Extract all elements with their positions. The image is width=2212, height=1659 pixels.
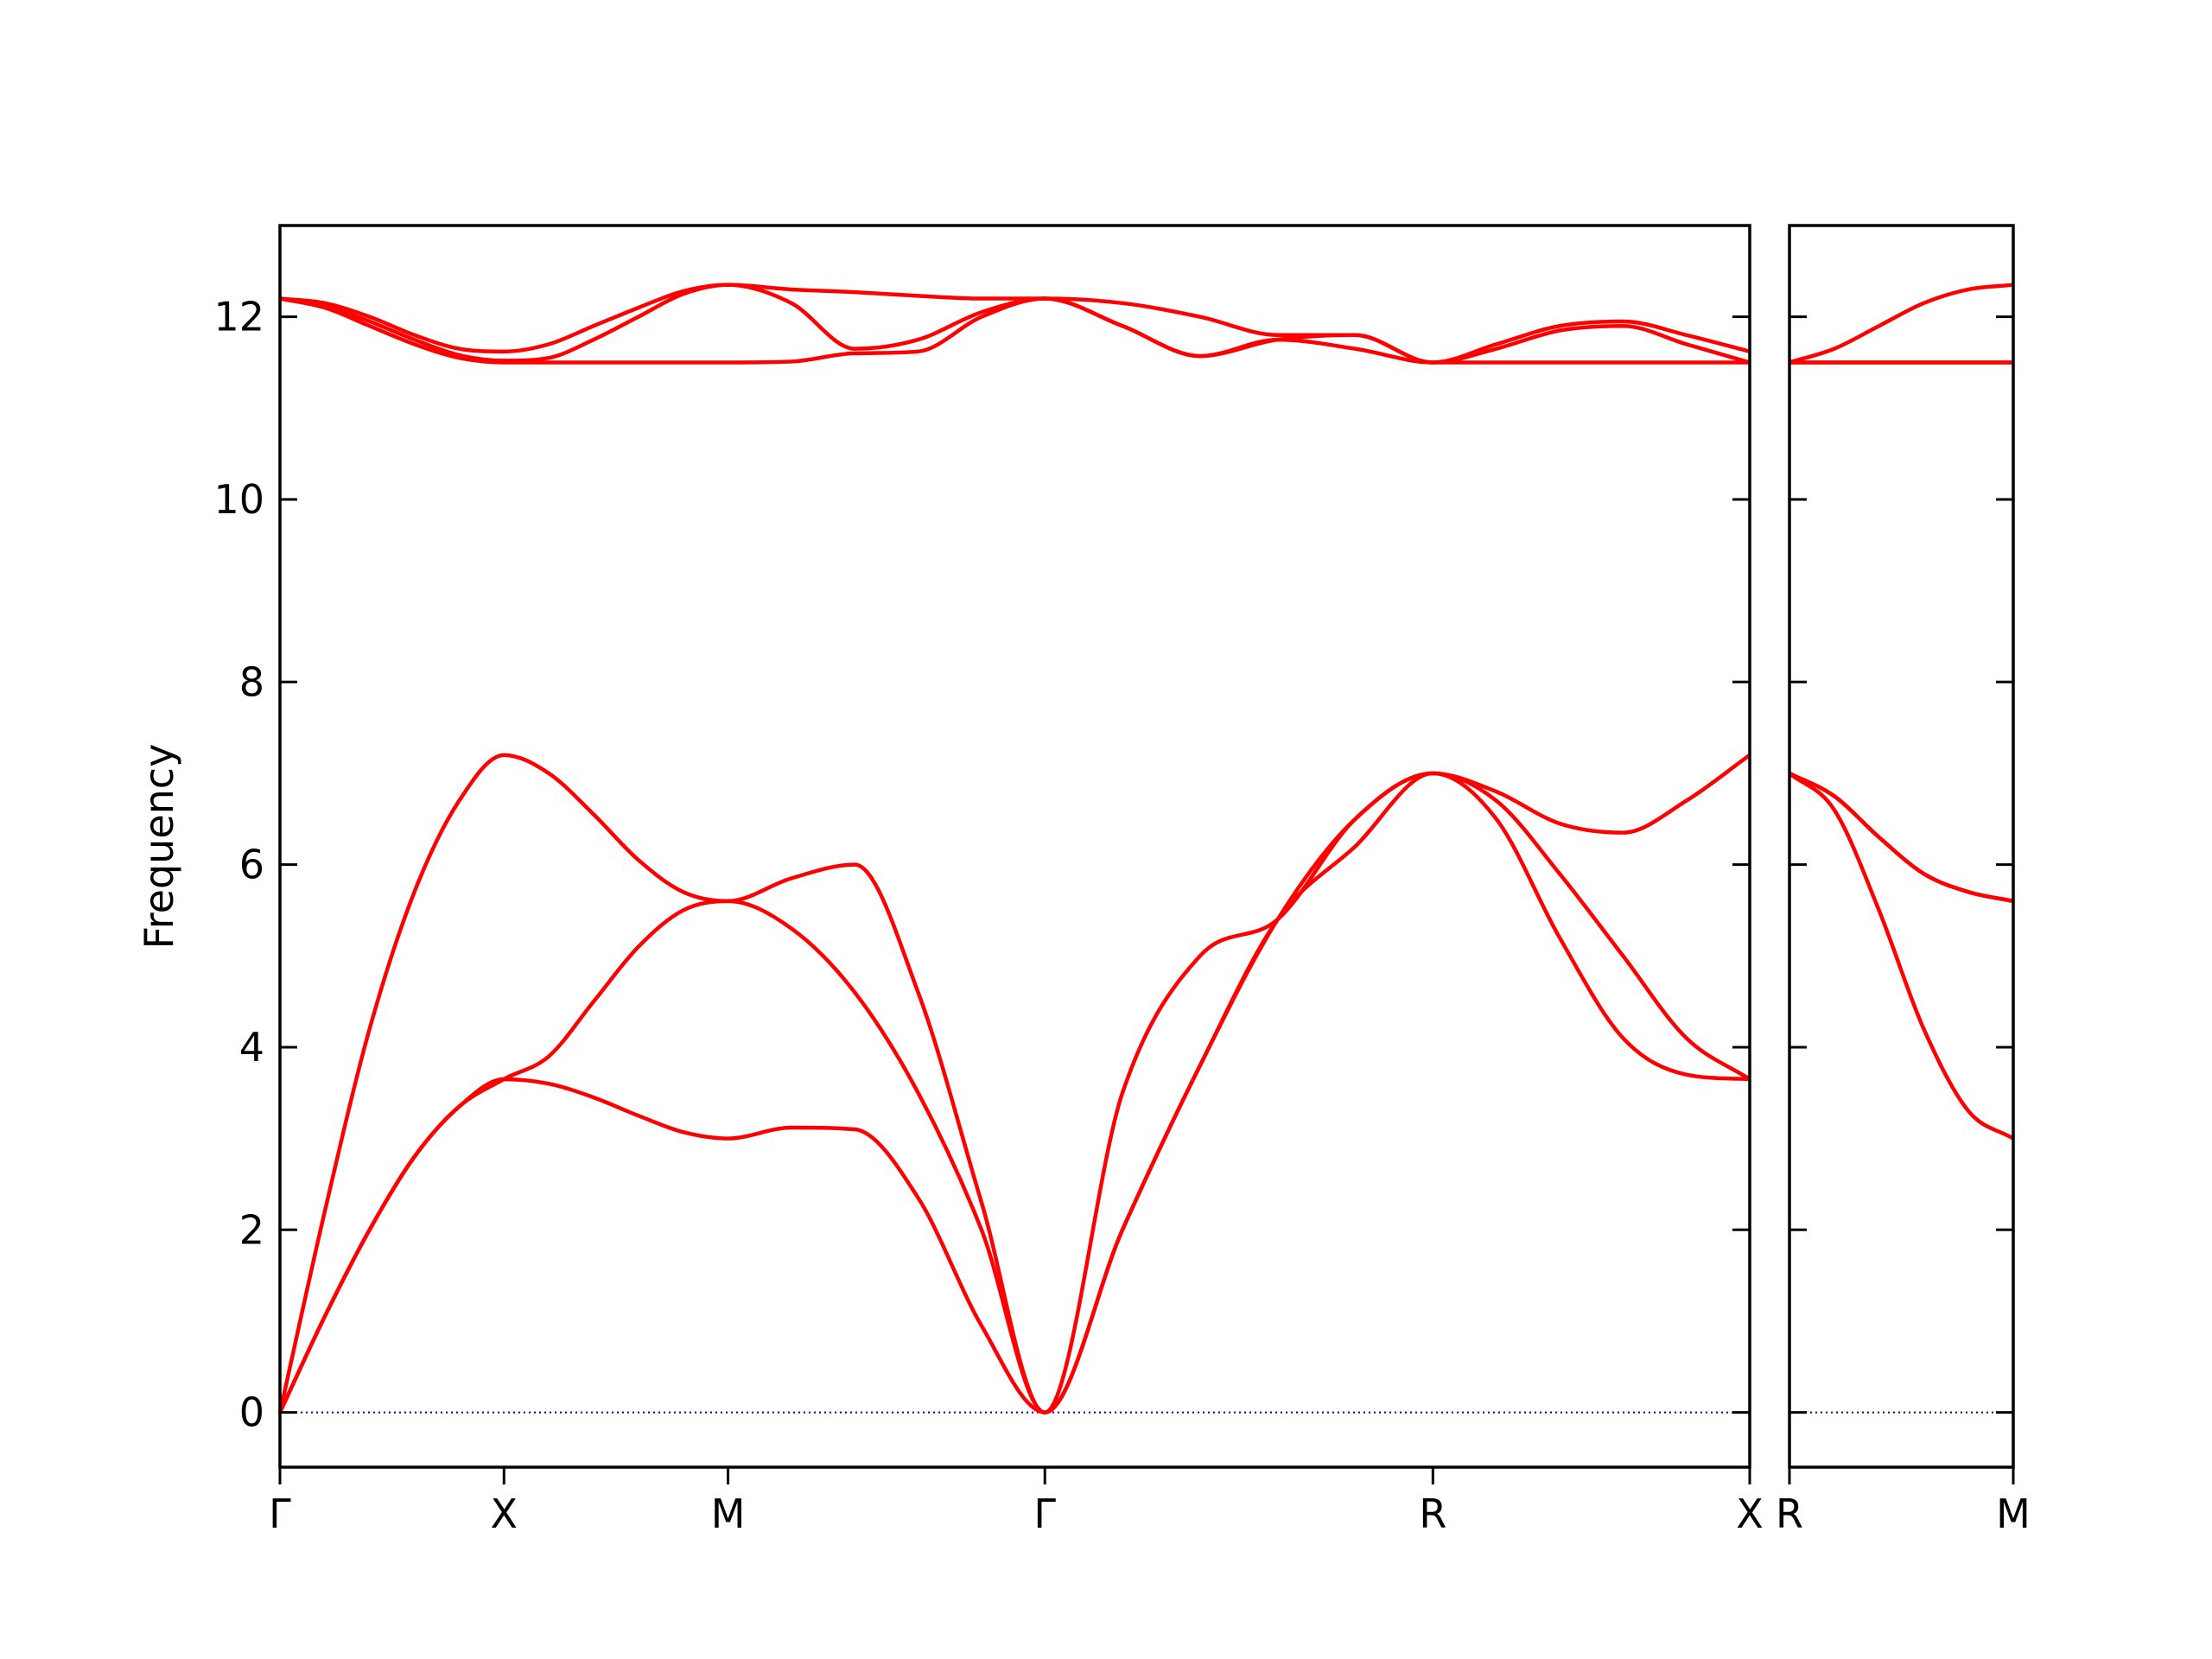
x-tick-label: Γ: [1033, 1491, 1056, 1537]
y-axis-label: Frequency: [136, 744, 182, 950]
band-line: [1788, 771, 2014, 904]
band-line: [1789, 283, 2014, 365]
band-line: [279, 283, 1751, 365]
x-tick-label: Γ: [269, 1491, 291, 1537]
y-tick-label: 12: [213, 294, 264, 340]
y-tick-label: 4: [239, 1024, 264, 1071]
plot-frame: [278, 224, 1751, 1469]
band-line: [279, 296, 1750, 365]
x-tick-label: M: [711, 1491, 746, 1537]
y-tick-label: 2: [239, 1206, 264, 1253]
y-tick-label: 10: [213, 476, 264, 523]
x-tick-label: X: [1736, 1491, 1764, 1537]
y-tick-label: 8: [239, 658, 264, 705]
band-line: [279, 283, 1751, 365]
x-tick-label: R: [1419, 1491, 1446, 1537]
plot-frame: [1788, 224, 2015, 1469]
band-line: [277, 771, 1751, 1414]
x-tick-label: R: [1776, 1491, 1803, 1537]
y-tick-label: 0: [239, 1389, 264, 1436]
y-tick-label: 6: [239, 842, 264, 888]
band-line: [1788, 772, 2015, 1141]
band-line: [277, 753, 1751, 1414]
x-tick-label: X: [491, 1491, 518, 1537]
x-tick-label: M: [1996, 1491, 2031, 1537]
